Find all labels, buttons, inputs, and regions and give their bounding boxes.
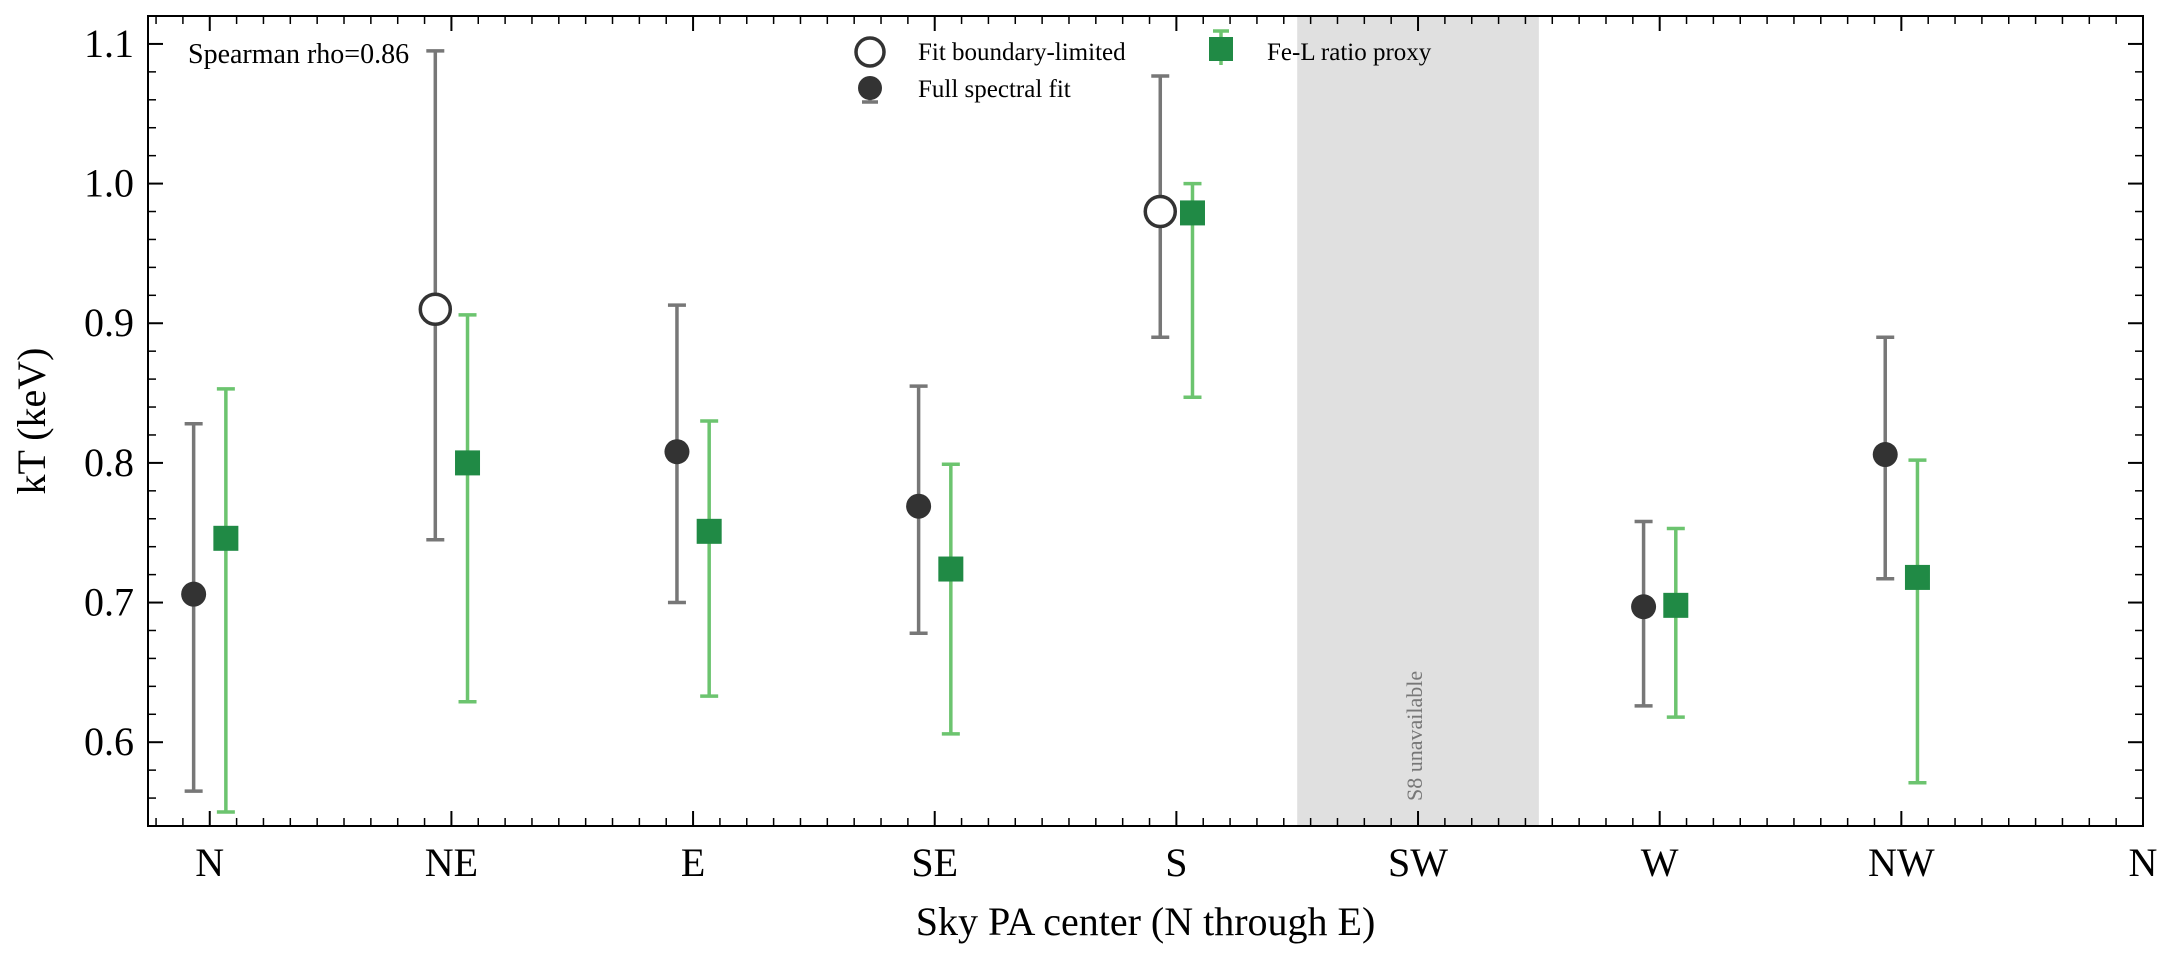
x-tick-label: N bbox=[195, 840, 224, 885]
axis-ticks bbox=[148, 16, 2144, 826]
y-tick-label: 0.7 bbox=[84, 580, 134, 625]
fe-l-proxy-point bbox=[213, 525, 239, 551]
unavailable-band bbox=[1297, 17, 1539, 825]
fe-l-proxy-point bbox=[696, 518, 722, 544]
plot-frame bbox=[147, 15, 2144, 827]
y-tick-label: 0.8 bbox=[84, 440, 134, 485]
spectral-fit-point bbox=[1872, 442, 1898, 468]
y-tick-label: 1.1 bbox=[84, 21, 134, 66]
fe-l-proxy-point bbox=[1904, 564, 1930, 590]
legend-label: Fit boundary-limited bbox=[918, 39, 1126, 66]
fe-l-proxy-point bbox=[455, 450, 481, 476]
x-tick-label: NW bbox=[1868, 840, 1935, 885]
spearman-annotation: Spearman rho=0.86 bbox=[188, 39, 409, 70]
x-tick-label: S bbox=[1165, 840, 1187, 885]
data-markers bbox=[181, 194, 1930, 620]
legend-label: Fe-L ratio proxy bbox=[1267, 39, 1432, 66]
unavailable-band-layer: S8 unavailable bbox=[1297, 17, 1539, 825]
fe-l-proxy-point bbox=[938, 556, 964, 582]
legend-label: Full spectral fit bbox=[918, 76, 1071, 103]
unavailable-band-label: S8 unavailable bbox=[1402, 671, 1427, 801]
y-tick-label: 0.9 bbox=[84, 300, 134, 345]
legend-filled-circle-marker bbox=[858, 76, 882, 100]
spectral-fit-point bbox=[664, 439, 690, 465]
y-tick-label: 1.0 bbox=[84, 161, 134, 206]
x-tick-label: W bbox=[1641, 840, 1679, 885]
legend-open-circle-marker bbox=[854, 36, 886, 68]
x-tick-label: N bbox=[2129, 840, 2158, 885]
y-axis-label: kT (keV) bbox=[9, 348, 54, 495]
spectral-fit-point bbox=[906, 493, 932, 519]
x-tick-label: E bbox=[681, 840, 705, 885]
x-axis-label: Sky PA center (N through E) bbox=[916, 899, 1376, 944]
x-tick-label: SE bbox=[911, 840, 958, 885]
spectral-fit-point bbox=[1631, 594, 1657, 620]
x-tick-label: NE bbox=[425, 840, 478, 885]
legend-square-marker bbox=[1209, 37, 1233, 61]
spectral-fit-point bbox=[181, 581, 207, 607]
fe-l-proxy-point bbox=[1179, 200, 1205, 226]
boundary-limited-point bbox=[418, 292, 453, 327]
legend: Fit boundary-limited Fe-L ratio proxy Full… bbox=[854, 29, 1432, 104]
x-tick-label: SW bbox=[1388, 840, 1448, 885]
tick-labels: 0.6 0.7 0.8 0.9 1.0 1.1 N NE E SE S SW W NW N bbox=[84, 21, 2157, 885]
y-tick-label: 0.6 bbox=[84, 719, 134, 764]
fe-l-proxy-point bbox=[1663, 592, 1689, 618]
boundary-limited-point bbox=[1143, 194, 1178, 229]
